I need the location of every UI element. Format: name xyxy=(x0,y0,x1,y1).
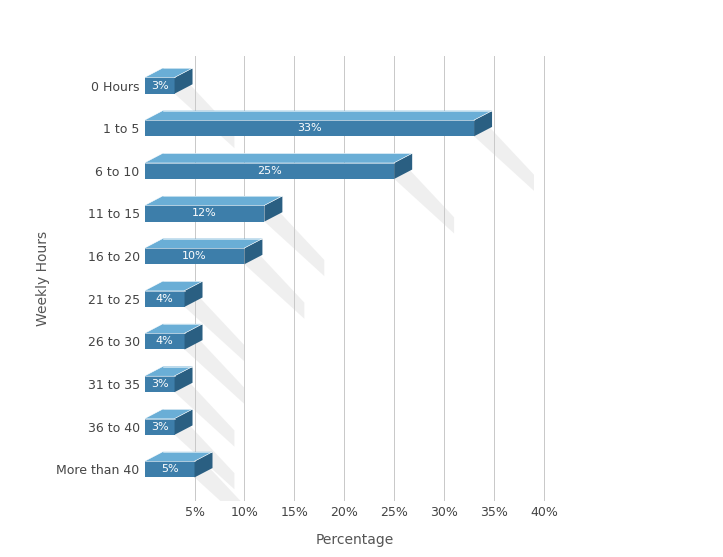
Polygon shape xyxy=(145,367,192,376)
Polygon shape xyxy=(145,77,174,94)
Polygon shape xyxy=(145,291,184,307)
Text: 33%: 33% xyxy=(297,123,322,133)
Polygon shape xyxy=(145,409,192,418)
Text: 5%: 5% xyxy=(161,465,179,475)
Polygon shape xyxy=(184,324,244,404)
Polygon shape xyxy=(145,248,244,264)
Polygon shape xyxy=(145,376,174,392)
Polygon shape xyxy=(174,409,192,435)
Polygon shape xyxy=(174,68,192,94)
Polygon shape xyxy=(145,418,174,435)
Polygon shape xyxy=(474,111,534,191)
Polygon shape xyxy=(184,324,202,349)
Polygon shape xyxy=(145,111,492,120)
Polygon shape xyxy=(145,324,202,333)
Text: 4%: 4% xyxy=(155,336,174,346)
Polygon shape xyxy=(145,68,192,77)
Polygon shape xyxy=(184,281,202,307)
Y-axis label: Weekly Hours: Weekly Hours xyxy=(35,231,50,326)
Text: 3%: 3% xyxy=(151,81,168,91)
Polygon shape xyxy=(474,111,492,136)
X-axis label: Percentage: Percentage xyxy=(315,533,393,547)
Polygon shape xyxy=(174,409,234,490)
Polygon shape xyxy=(265,196,325,276)
Polygon shape xyxy=(174,367,192,392)
Polygon shape xyxy=(174,367,234,447)
Polygon shape xyxy=(145,196,283,206)
Polygon shape xyxy=(145,120,474,136)
Polygon shape xyxy=(174,68,234,148)
Polygon shape xyxy=(145,153,412,163)
Polygon shape xyxy=(145,333,184,349)
Text: 25%: 25% xyxy=(257,166,282,176)
Text: 3%: 3% xyxy=(151,379,168,389)
Text: 10%: 10% xyxy=(182,251,207,261)
Text: 4%: 4% xyxy=(155,294,174,304)
Polygon shape xyxy=(194,452,254,532)
Polygon shape xyxy=(244,238,262,264)
Polygon shape xyxy=(145,281,202,291)
Polygon shape xyxy=(145,452,213,461)
Polygon shape xyxy=(145,163,394,179)
Polygon shape xyxy=(194,452,213,477)
Text: 12%: 12% xyxy=(192,208,217,218)
Polygon shape xyxy=(394,153,412,179)
Polygon shape xyxy=(244,238,304,319)
Polygon shape xyxy=(184,281,244,361)
Polygon shape xyxy=(394,153,454,233)
Text: 3%: 3% xyxy=(151,422,168,432)
Polygon shape xyxy=(265,196,283,222)
Polygon shape xyxy=(145,461,194,477)
Polygon shape xyxy=(145,238,262,248)
Polygon shape xyxy=(145,206,265,222)
